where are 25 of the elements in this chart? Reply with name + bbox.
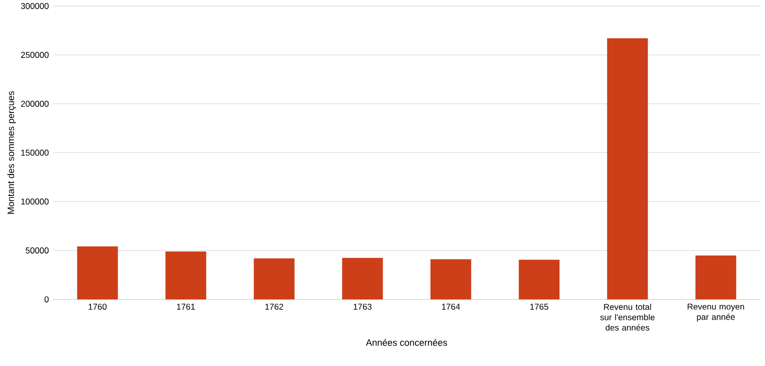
y-tick-label: 100000 — [21, 198, 49, 205]
bar — [518, 260, 560, 300]
x-tick-label: 1764 — [442, 304, 460, 310]
bar — [165, 251, 206, 300]
x-tick-label: 1763 — [354, 304, 372, 310]
x-tick-label: Revenu moyen par année — [688, 304, 744, 322]
x-tick-label: 1765 — [530, 304, 548, 310]
x-axis-title: Années concernées — [366, 338, 448, 346]
x-tick-label: Revenu total sur l'ensemble des années — [600, 304, 655, 331]
y-tick-label: 300000 — [20, 2, 49, 10]
y-axis-title: Montant des sommes perçues — [7, 91, 16, 214]
bar — [607, 38, 648, 300]
bar — [77, 246, 118, 300]
x-tick-label: 1760 — [88, 304, 107, 310]
bar — [430, 259, 472, 300]
y-tick-label: 250000 — [21, 52, 49, 58]
bar — [254, 258, 295, 300]
y-tick-label: 200000 — [21, 100, 49, 107]
x-tick-label: 1761 — [177, 304, 195, 310]
y-tick-label: 0 — [44, 296, 49, 302]
x-tick-label: 1762 — [265, 304, 284, 310]
bar — [695, 256, 736, 300]
bar — [342, 258, 383, 300]
y-tick-label: 150000 — [21, 150, 49, 156]
y-tick-label: 50000 — [26, 247, 49, 254]
